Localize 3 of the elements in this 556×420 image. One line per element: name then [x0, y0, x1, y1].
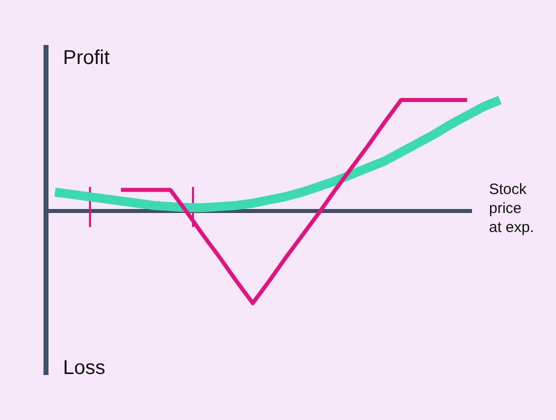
- x-axis-title: Stock price at exp.: [489, 181, 534, 236]
- text: Profit: [63, 47, 110, 69]
- text: Loss: [63, 357, 106, 379]
